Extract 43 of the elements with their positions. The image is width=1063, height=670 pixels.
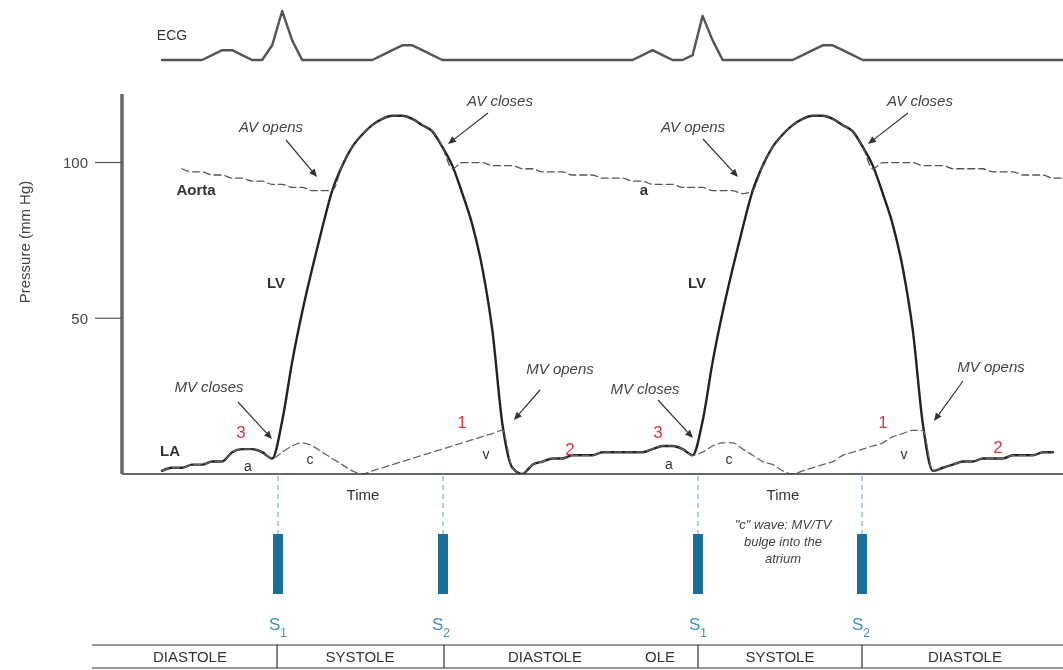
annotation: 2 (993, 438, 1003, 457)
annotation: MV closes (174, 378, 245, 395)
text: LV (266, 274, 286, 291)
series-label: ECG (156, 27, 188, 43)
annotation: a (244, 458, 253, 474)
text: Time (766, 486, 800, 503)
text: "c" wave: MV/TV bulge into the atrium (731, 516, 835, 567)
annotation: v (900, 446, 908, 462)
x-axis-title: Time (346, 486, 380, 503)
annotation: v (482, 446, 490, 462)
annotation: AV closes (466, 92, 534, 109)
annotation: AV closes (886, 92, 954, 109)
annotation: MV opens (526, 360, 595, 377)
annotation: AV opens (659, 118, 726, 135)
annotation: 3 (236, 423, 246, 442)
annotation: AV opens (237, 118, 304, 135)
y-tick-label: 100 (62, 153, 88, 171)
text: S$_{2}$ (432, 615, 451, 640)
series-label: LA (160, 442, 181, 459)
annotation: c (306, 451, 314, 467)
text: DIASTOLE (928, 648, 1002, 665)
text: SYSTOLE (745, 648, 815, 665)
text: SYSTOLE (325, 648, 395, 665)
series-label: Aorta (176, 181, 217, 198)
annotation: 1 (457, 413, 467, 432)
annotation: 2 (565, 440, 575, 459)
text: DIASTOLE (153, 648, 227, 665)
annotation: 1 (878, 413, 888, 432)
annotation: MV closes (610, 380, 681, 397)
line-series (160, 114, 1055, 474)
series-label: LV (687, 274, 707, 291)
text: S$_{1}$ (269, 615, 288, 640)
text: DIASTOLE (508, 648, 582, 665)
y-axis-title: Pressure (mm Hg) (16, 180, 33, 304)
text: S$_{1}$ (689, 615, 708, 640)
y-tick-label: 50 (71, 309, 88, 327)
annotation: c (725, 451, 733, 467)
text: OLE (644, 648, 676, 665)
annotation: a (665, 456, 674, 472)
annotation: a (639, 181, 649, 198)
annotation: MV opens (957, 358, 1026, 375)
text: S$_{2}$ (852, 615, 871, 640)
annotation: 3 (653, 423, 663, 442)
